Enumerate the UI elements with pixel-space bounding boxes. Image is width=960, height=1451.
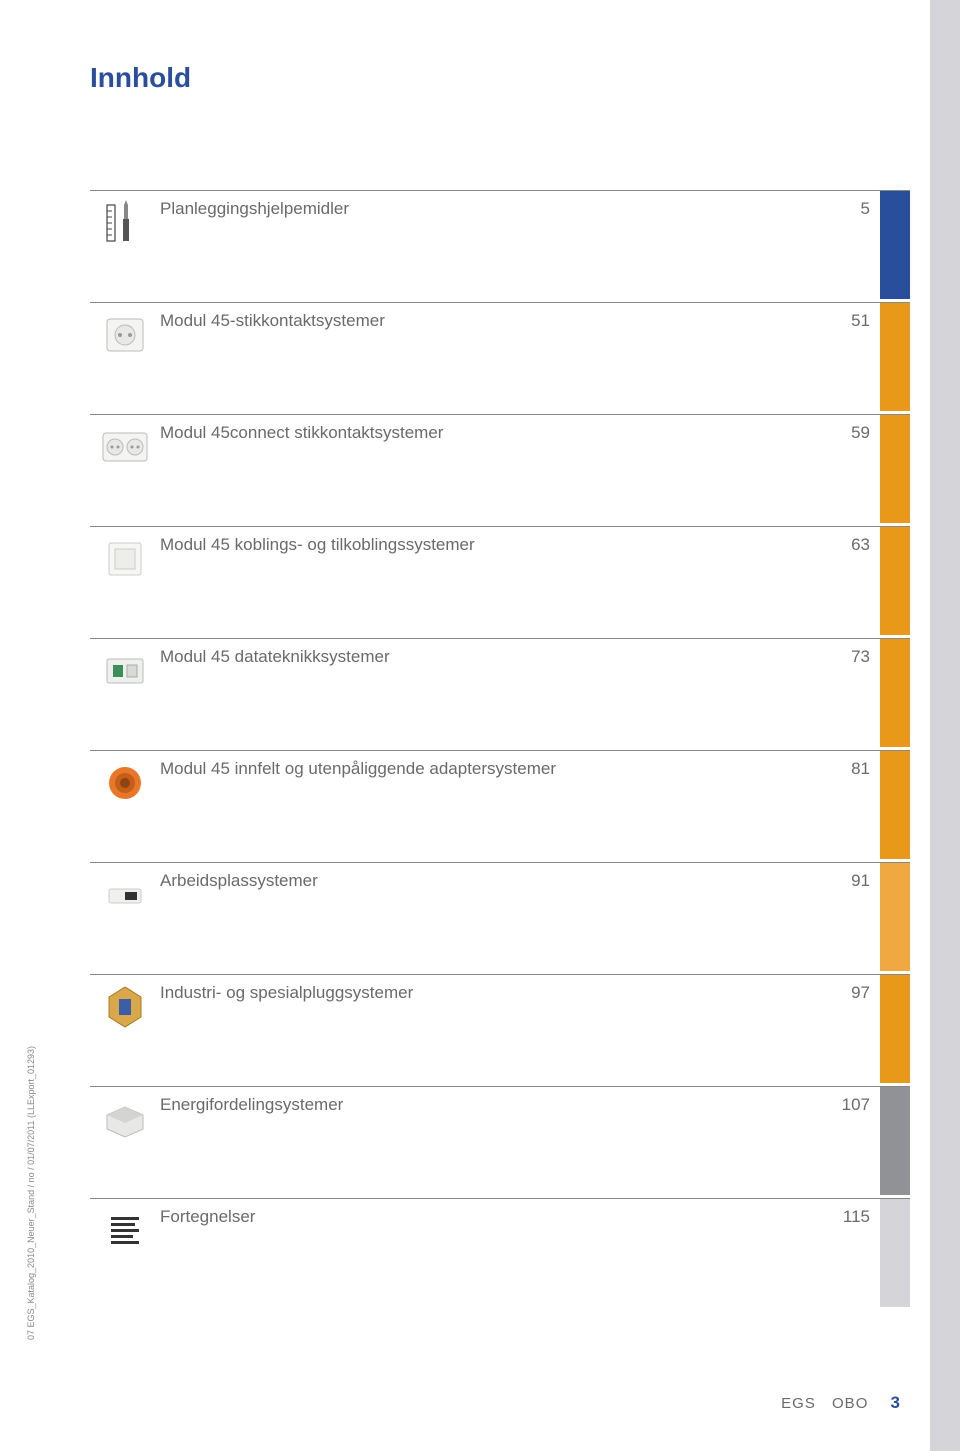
toc-label: Arbeidsplassystemer — [160, 871, 318, 891]
toc-label-row: Modul 45-stikkontaktsystemer 51 — [160, 303, 880, 331]
toc-item: Modul 45 koblings- og tilkoblingssysteme… — [90, 526, 910, 638]
toc-page: 91 — [851, 871, 880, 891]
toc-label-row: Fortegnelser 115 — [160, 1199, 880, 1227]
side-text: 07 EGS_Katalog_2010_Neuer_Stand / no / 0… — [26, 1046, 36, 1340]
toc-page: 115 — [843, 1207, 880, 1227]
toc-page: 59 — [851, 423, 880, 443]
toc-label-row: Modul 45 innfelt og utenpåliggende adapt… — [160, 751, 880, 779]
toc-label: Industri- og spesialpluggsystemer — [160, 983, 413, 1003]
toc-label-row: Modul 45connect stikkontaktsystemer 59 — [160, 415, 880, 443]
toc-label: Fortegnelser — [160, 1207, 255, 1227]
industrial-plug-icon — [90, 975, 160, 1031]
toc-page: 107 — [842, 1095, 880, 1115]
toc-page: 97 — [851, 983, 880, 1003]
toc-label: Modul 45-stikkontaktsystemer — [160, 311, 385, 331]
toc-label-row: Arbeidsplassystemer 91 — [160, 863, 880, 891]
ruler-screwdriver-icon — [90, 191, 160, 247]
toc-label: Modul 45 koblings- og tilkoblingssysteme… — [160, 535, 475, 555]
toc-item: Fortegnelser 115 — [90, 1198, 910, 1310]
toc-item: Industri- og spesialpluggsystemer 97 — [90, 974, 910, 1086]
toc-item: Planleggingshjelpemidler 5 — [90, 190, 910, 302]
toc-page: 63 — [851, 535, 880, 555]
switch-plate-icon — [90, 527, 160, 583]
toc-item: Modul 45 innfelt og utenpåliggende adapt… — [90, 750, 910, 862]
footer-mid: OBO — [832, 1395, 868, 1412]
toc-label: Modul 45 datateknikksystemer — [160, 647, 390, 667]
right-sidebar — [930, 0, 960, 1451]
toc-page: 51 — [851, 311, 880, 331]
data-jack-icon — [90, 639, 160, 695]
outlet-single-icon — [90, 303, 160, 359]
flush-box-icon — [90, 751, 160, 807]
page-title: Innhold — [90, 62, 191, 94]
toc-label: Modul 45connect stikkontaktsystemer — [160, 423, 443, 443]
toc-label-row: Modul 45 koblings- og tilkoblingssysteme… — [160, 527, 880, 555]
toc-label: Energifordelingsystemer — [160, 1095, 343, 1115]
footer-left: EGS — [781, 1395, 816, 1412]
toc-label-row: Modul 45 datateknikksystemer 73 — [160, 639, 880, 667]
toc-label-row: Industri- og spesialpluggsystemer 97 — [160, 975, 880, 1003]
toc-page: 81 — [851, 759, 880, 779]
toc-item: Modul 45 datateknikksystemer 73 — [90, 638, 910, 750]
toc-page: 5 — [861, 199, 880, 219]
toc-label-row: Energifordelingsystemer 107 — [160, 1087, 880, 1115]
toc-item: Energifordelingsystemer 107 — [90, 1086, 910, 1198]
desk-box-icon — [90, 863, 160, 919]
outlet-double-icon — [90, 415, 160, 471]
footer: EGS OBO 3 — [781, 1393, 900, 1413]
toc-page: 73 — [851, 647, 880, 667]
list-lines-icon — [90, 1199, 160, 1255]
toc-label: Planleggingshjelpemidler — [160, 199, 349, 219]
toc: Planleggingshjelpemidler 5 Modul 45-stikko… — [90, 190, 910, 1310]
toc-item: Arbeidsplassystemer 91 — [90, 862, 910, 974]
toc-item: Modul 45connect stikkontaktsystemer 59 — [90, 414, 910, 526]
footer-page-num: 3 — [891, 1393, 900, 1412]
toc-label: Modul 45 innfelt og utenpåliggende adapt… — [160, 759, 556, 779]
distribution-box-icon — [90, 1087, 160, 1143]
toc-label-row: Planleggingshjelpemidler 5 — [160, 191, 880, 219]
toc-item: Modul 45-stikkontaktsystemer 51 — [90, 302, 910, 414]
